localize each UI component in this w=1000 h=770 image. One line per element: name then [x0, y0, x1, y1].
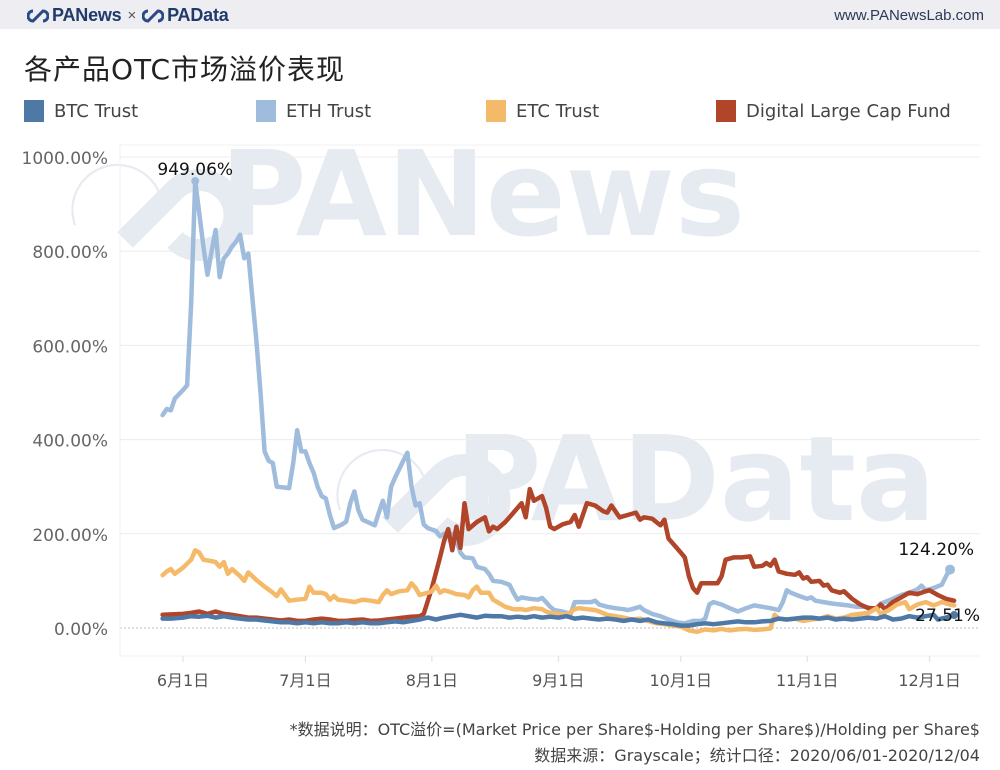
x-tick-label: 9月1日 — [532, 671, 584, 690]
legend-swatch-etc — [486, 100, 506, 122]
legend-label-dlcf: Digital Large Cap Fund — [746, 100, 951, 122]
annotation-eth-peak: 949.06% — [157, 160, 233, 180]
svg-text:PANews: PANews — [220, 140, 745, 263]
grid-lines — [119, 144, 980, 657]
legend-item-etc: ETC Trust — [486, 100, 599, 122]
x-tick-label: 11月1日 — [776, 671, 839, 690]
legend-item-eth: ETH Trust — [256, 100, 371, 122]
legend-swatch-btc — [24, 100, 44, 122]
brand-logos: PANews × PAData — [27, 5, 229, 26]
data-annotations: 949.06% 124.20% 27.51% — [157, 160, 980, 626]
series-lines — [160, 178, 957, 635]
watermark-layer: PANews PAData — [71, 140, 936, 548]
x-axis: 6月1日 7月1日 8月1日 9月1日 10月1日 11月1日 12月1日 — [157, 656, 961, 690]
series-etc-trust — [160, 548, 957, 635]
x-tick-label: 10月1日 — [649, 671, 712, 690]
legend-label-btc: BTC Trust — [54, 100, 139, 122]
watermark-panews: PANews — [71, 140, 745, 263]
y-tick-label: 200.00% — [32, 526, 108, 546]
annotation-btc-last: 27.51% — [915, 606, 980, 626]
x-tick-label: 6月1日 — [157, 671, 209, 690]
header-bar: PANews × PAData www.PANewsLab.com — [0, 0, 1000, 29]
y-axis: 0.00% 200.00% 400.00% 600.00% 800.00% 1000.00… — [22, 149, 108, 640]
series-btc-trust — [160, 612, 957, 628]
brand-separator: × — [127, 7, 137, 24]
chart-title: 各产品OTC市场溢价表现 — [24, 53, 346, 86]
y-tick-label: 400.00% — [32, 432, 108, 452]
panews-logo-icon — [27, 8, 49, 23]
y-tick-label: 800.00% — [32, 243, 108, 263]
brand-padata: PAData — [167, 5, 229, 25]
data-note: *数据说明：OTC溢价=(Market Price per Share$-Hol… — [289, 720, 980, 739]
website-url: www.PANewsLab.com — [834, 7, 984, 24]
y-tick-label: 0.00% — [54, 620, 108, 640]
annotation-eth-last: 124.20% — [898, 540, 974, 560]
series-eth-trust — [160, 178, 953, 626]
legend-label-etc: ETC Trust — [516, 100, 600, 122]
watermark-padata: PAData — [336, 410, 936, 548]
legend-swatch-eth — [256, 100, 276, 122]
chart-legend: BTC Trust ETH Trust ETC Trust Digital La… — [0, 96, 1000, 130]
legend-label-eth: ETH Trust — [286, 100, 372, 122]
line-chart: PANews PAData 0.00% 200.00% 400.00% 600.00% 8… — [22, 140, 980, 690]
svg-text:PAData: PAData — [455, 410, 936, 548]
y-tick-label: 600.00% — [32, 337, 108, 357]
series-digital-large-cap-fund — [160, 486, 957, 624]
x-tick-label: 8月1日 — [406, 671, 458, 690]
legend-swatch-dlcf — [716, 100, 736, 122]
legend-item-dlcf: Digital Large Cap Fund — [716, 100, 951, 122]
x-tick-label: 7月1日 — [279, 671, 331, 690]
legend-item-btc: BTC Trust — [24, 100, 138, 122]
padata-logo-icon — [142, 8, 165, 23]
x-tick-label: 12月1日 — [898, 671, 961, 690]
brand-panews: PANews — [52, 5, 122, 25]
data-source: 数据来源：Grayscale；统计口径：2020/06/01-2020/12/0… — [534, 746, 980, 765]
y-tick-label: 1000.00% — [22, 149, 108, 169]
